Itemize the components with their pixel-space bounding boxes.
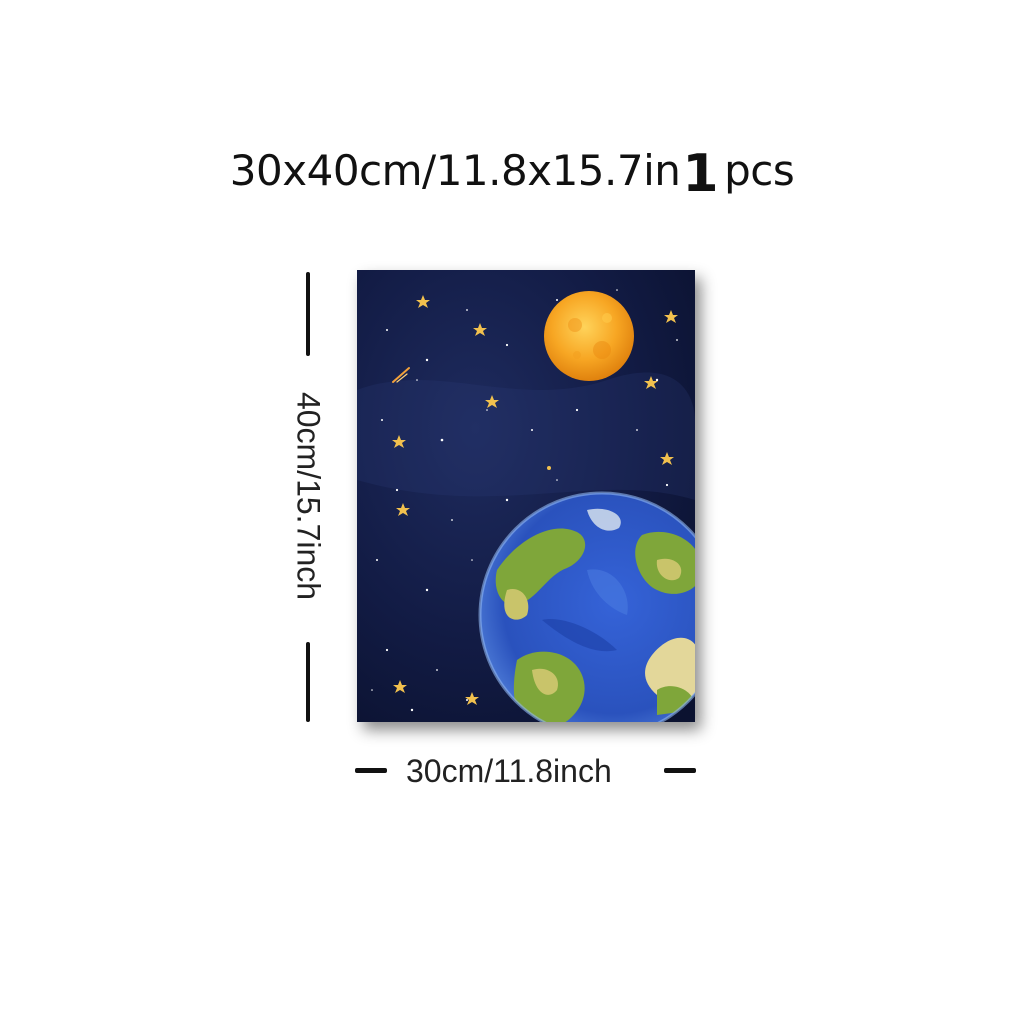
width-dimension-line-right	[664, 768, 696, 773]
width-dimension-line-left	[355, 768, 387, 773]
size-text: 30x40cm/11.8x15.7in	[229, 146, 681, 195]
shooting-star	[392, 367, 410, 383]
gold-stars	[392, 295, 678, 705]
height-dimension-label: 40cm/15.7inch	[290, 391, 327, 601]
size-headline: 30x40cm/11.8x15.7in1 pcs	[0, 138, 1024, 204]
earth	[478, 491, 695, 722]
height-dimension-line-top	[306, 272, 310, 356]
space-painting	[357, 270, 695, 722]
quantity-unit: pcs	[724, 146, 795, 195]
moon	[544, 291, 634, 381]
small-stars	[371, 289, 678, 712]
height-dimension-line-bottom	[306, 642, 310, 722]
canvas-print	[357, 270, 695, 722]
quantity-number: 1	[682, 144, 719, 204]
width-dimension-label: 30cm/11.8inch	[406, 753, 612, 789]
